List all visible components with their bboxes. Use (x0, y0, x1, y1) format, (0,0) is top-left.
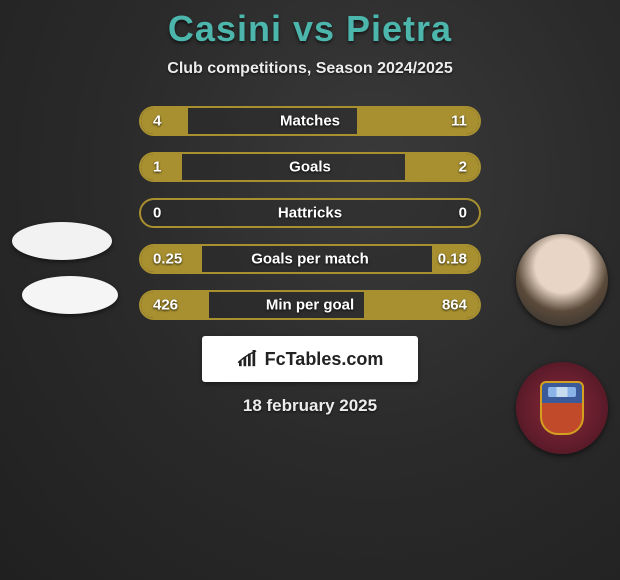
subtitle: Club competitions, Season 2024/2025 (0, 60, 620, 78)
stat-row-gpm: 0.25 Goals per match 0.18 (139, 244, 481, 274)
stat-label: Min per goal (141, 297, 479, 314)
stat-label: Hattricks (141, 205, 479, 222)
stat-right-value: 11 (451, 113, 467, 130)
stat-right-value: 2 (459, 159, 467, 176)
chart-icon (237, 350, 259, 368)
logo-text: FcTables.com (265, 349, 384, 370)
stat-label: Goals (141, 159, 479, 176)
stats-area: 4 Matches 11 1 Goals 2 0 Hattricks 0 (0, 106, 620, 320)
stat-row-mpg: 426 Min per goal 864 (139, 290, 481, 320)
right-player-avatar (516, 234, 608, 326)
stat-right-value: 0.18 (438, 251, 467, 268)
stat-label: Goals per match (141, 251, 479, 268)
stat-row-matches: 4 Matches 11 (139, 106, 481, 136)
stat-right-value: 0 (459, 205, 467, 222)
comparison-card: Casini vs Pietra Club competitions, Seas… (0, 0, 620, 416)
stat-right-value: 864 (442, 297, 467, 314)
source-logo: FcTables.com (202, 336, 418, 382)
stat-row-hattricks: 0 Hattricks 0 (139, 198, 481, 228)
left-team-logo (22, 276, 118, 314)
stat-label: Matches (141, 113, 479, 130)
page-title: Casini vs Pietra (0, 8, 620, 50)
left-player-avatar (12, 222, 112, 260)
stat-row-goals: 1 Goals 2 (139, 152, 481, 182)
crest-icon (540, 381, 584, 435)
stat-rows: 4 Matches 11 1 Goals 2 0 Hattricks 0 (139, 106, 481, 320)
right-team-logo (516, 362, 608, 454)
